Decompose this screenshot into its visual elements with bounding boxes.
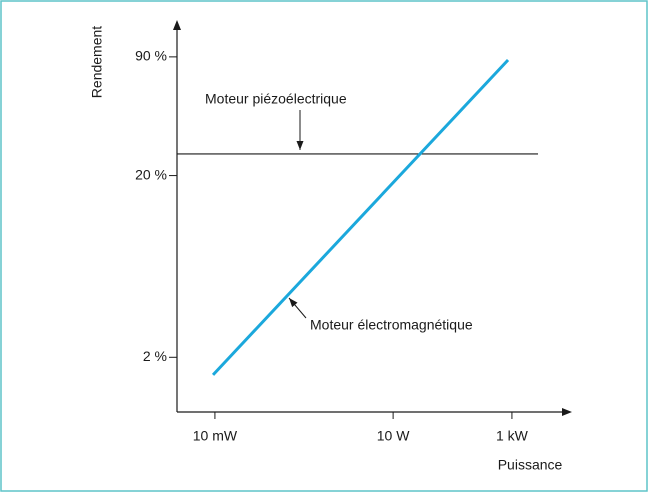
series-label: Moteur électromagnétique: [310, 317, 473, 333]
y-axis-label: Rendement: [89, 26, 105, 98]
x-tick-label: 1 kW: [496, 428, 529, 444]
x-axis-label: Puissance: [498, 457, 563, 473]
x-tick-label: 10 mW: [193, 428, 238, 444]
y-tick-label: 90 %: [135, 48, 167, 64]
annotation-arrowhead: [289, 298, 298, 308]
y-tick-label: 2 %: [143, 348, 167, 364]
series-line: [211, 58, 510, 376]
annotation-arrowhead: [296, 141, 304, 150]
y-axis-arrow: [173, 20, 181, 30]
y-tick-label: 20 %: [135, 166, 167, 182]
series-label: Moteur piézoélectrique: [205, 91, 347, 107]
x-tick-label: 10 W: [377, 428, 410, 444]
x-axis-arrow: [562, 408, 572, 416]
